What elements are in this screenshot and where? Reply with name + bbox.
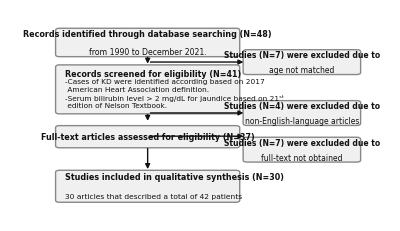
Text: 30 articles that described a total of 42 patients: 30 articles that described a total of 42… — [65, 193, 242, 199]
Text: Studies (N=7) were excluded due to: Studies (N=7) were excluded due to — [224, 51, 380, 60]
Text: edition of Nelson Textbook.: edition of Nelson Textbook. — [65, 103, 167, 109]
Text: full-text not obtained: full-text not obtained — [261, 153, 343, 162]
FancyBboxPatch shape — [243, 51, 361, 75]
Text: Full-text articles assessed for eligibility (N=37): Full-text articles assessed for eligibil… — [41, 133, 254, 142]
Text: -Serum bilirubin level > 2 mg/dL for jaundice based on 21ˢᵗ: -Serum bilirubin level > 2 mg/dL for jau… — [65, 94, 284, 101]
FancyBboxPatch shape — [243, 101, 361, 126]
Text: from 1990 to December 2021.: from 1990 to December 2021. — [89, 47, 206, 56]
Text: American Heart Association definition.: American Heart Association definition. — [65, 87, 209, 93]
FancyBboxPatch shape — [56, 170, 240, 202]
FancyBboxPatch shape — [56, 126, 240, 148]
Text: age not matched: age not matched — [269, 66, 334, 75]
Text: Records identified through database searching (N=48): Records identified through database sear… — [23, 30, 272, 39]
Text: Studies (N=4) were excluded due to: Studies (N=4) were excluded due to — [224, 102, 380, 111]
FancyBboxPatch shape — [56, 66, 240, 114]
Text: Records screened for eligibility (N=41): Records screened for eligibility (N=41) — [65, 70, 241, 79]
Text: Studies included in qualitative synthesis (N=30): Studies included in qualitative synthesi… — [65, 172, 284, 181]
Text: Studies (N=7) were excluded due to: Studies (N=7) were excluded due to — [224, 138, 380, 147]
FancyBboxPatch shape — [56, 29, 240, 58]
Text: non-English-language articles: non-English-language articles — [245, 116, 359, 125]
Text: -Cases of KD were identified according based on 2017: -Cases of KD were identified according b… — [65, 79, 265, 85]
FancyBboxPatch shape — [243, 138, 361, 162]
